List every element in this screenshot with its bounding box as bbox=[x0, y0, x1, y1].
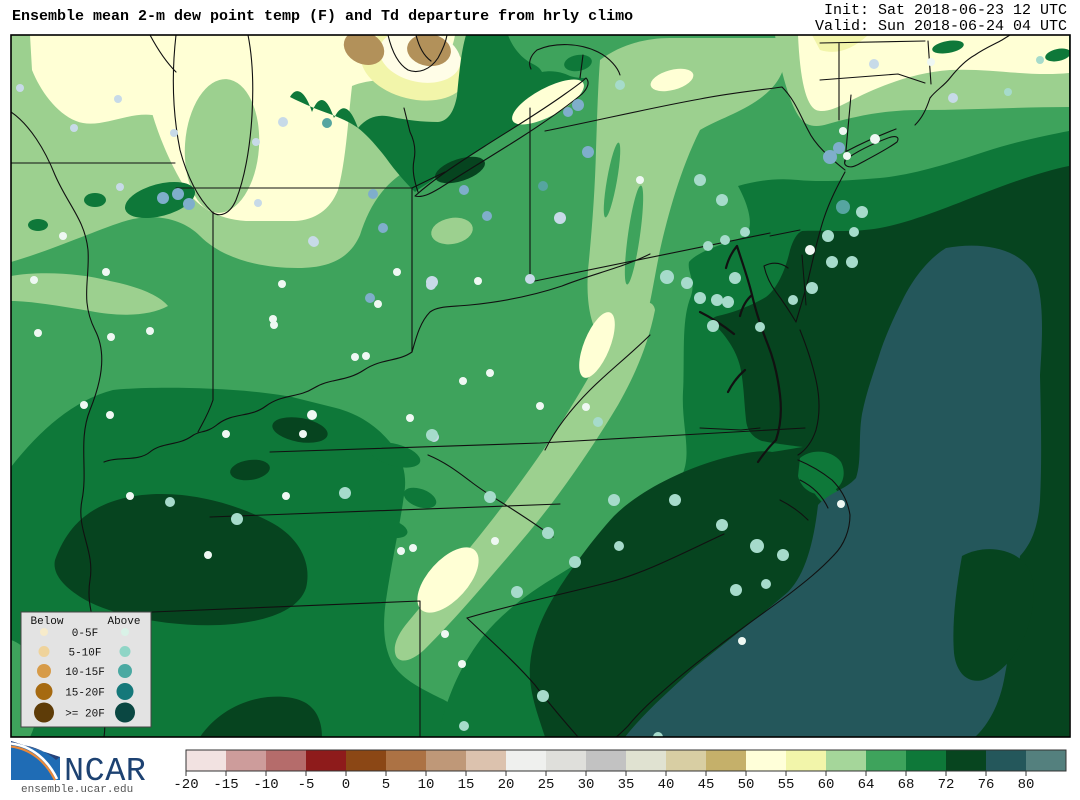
svg-text:-5: -5 bbox=[298, 777, 315, 793]
svg-text:68: 68 bbox=[898, 777, 915, 793]
svg-text:10: 10 bbox=[418, 777, 435, 793]
svg-text:>= 20F: >= 20F bbox=[65, 709, 105, 721]
svg-text:5: 5 bbox=[382, 777, 390, 793]
svg-text:0: 0 bbox=[342, 777, 350, 793]
svg-text:5-10F: 5-10F bbox=[68, 648, 101, 660]
svg-text:50: 50 bbox=[738, 777, 755, 793]
svg-text:35: 35 bbox=[618, 777, 635, 793]
svg-text:76: 76 bbox=[978, 777, 995, 793]
svg-text:64: 64 bbox=[858, 777, 875, 793]
svg-text:40: 40 bbox=[658, 777, 675, 793]
svg-text:15-20F: 15-20F bbox=[65, 688, 105, 700]
svg-text:-15: -15 bbox=[213, 777, 238, 793]
svg-text:30: 30 bbox=[578, 777, 595, 793]
svg-text:10-15F: 10-15F bbox=[65, 667, 105, 679]
svg-text:Init: Sat 2018-06-23 12 UTC: Init: Sat 2018-06-23 12 UTC bbox=[824, 2, 1067, 19]
svg-text:60: 60 bbox=[818, 777, 835, 793]
svg-text:80: 80 bbox=[1018, 777, 1035, 793]
svg-text:-10: -10 bbox=[253, 777, 278, 793]
svg-text:NCAR: NCAR bbox=[64, 753, 146, 791]
svg-text:Ensemble mean 2-m dew point te: Ensemble mean 2-m dew point temp (F) and… bbox=[12, 8, 633, 25]
svg-text:-20: -20 bbox=[173, 777, 198, 793]
svg-text:72: 72 bbox=[938, 777, 955, 793]
svg-text:Above: Above bbox=[107, 616, 140, 628]
svg-text:ensemble.ucar.edu: ensemble.ucar.edu bbox=[21, 784, 133, 796]
svg-text:Valid: Sun 2018-06-24 04 UTC: Valid: Sun 2018-06-24 04 UTC bbox=[815, 18, 1067, 35]
svg-text:45: 45 bbox=[698, 777, 715, 793]
svg-text:0-5F: 0-5F bbox=[72, 628, 98, 640]
svg-text:25: 25 bbox=[538, 777, 555, 793]
svg-text:15: 15 bbox=[458, 777, 475, 793]
svg-text:55: 55 bbox=[778, 777, 795, 793]
svg-text:20: 20 bbox=[498, 777, 515, 793]
svg-text:Below: Below bbox=[30, 616, 63, 628]
